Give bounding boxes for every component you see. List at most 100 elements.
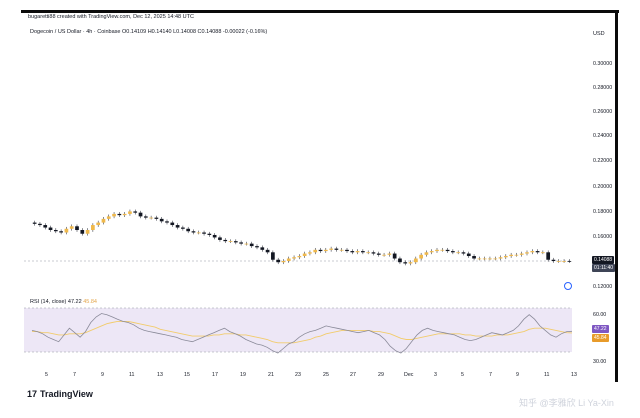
candle-down	[451, 251, 455, 253]
candle-down	[212, 234, 217, 238]
candle-down	[154, 217, 159, 219]
candle-up	[419, 254, 423, 259]
candle-down	[117, 213, 122, 216]
time-tick-label: 13	[571, 372, 577, 378]
candle-up	[355, 251, 360, 253]
candle-down	[271, 252, 275, 260]
candle-down	[249, 243, 254, 247]
candle-up	[424, 252, 429, 255]
candle-down	[392, 253, 397, 259]
candle-up	[493, 258, 498, 260]
price-tick: 0.26000	[593, 109, 613, 115]
price-tick: 0.22000	[593, 158, 613, 164]
candle-up	[562, 260, 566, 262]
time-tick-label: 5	[45, 372, 48, 378]
candle-down	[371, 252, 376, 254]
candle-up	[101, 218, 106, 223]
candle-up	[308, 252, 312, 254]
candle-down	[255, 246, 259, 248]
time-tick-label: 27	[350, 372, 356, 378]
candle-up	[498, 257, 503, 259]
right-border	[615, 10, 618, 382]
candle-up	[429, 251, 434, 253]
rsi-band	[24, 308, 572, 352]
candle-up	[85, 230, 90, 234]
time-tick-label: 7	[489, 372, 492, 378]
time-tick-label: 7	[73, 372, 76, 378]
time-tick-label: 21	[268, 372, 274, 378]
candle-up	[488, 258, 492, 260]
candle-up	[514, 254, 519, 256]
candle-down	[260, 247, 265, 250]
chart-credit: bugaretti88 created with TradingView.com…	[28, 14, 194, 20]
rsi-tick: 30.00	[593, 359, 607, 365]
time-tick-label: 9	[101, 372, 104, 378]
candle-up	[329, 248, 333, 250]
rsi-tick: 60.00	[593, 312, 607, 318]
tradingview-logo: 17 TradingView	[27, 389, 93, 399]
candle-down	[59, 231, 63, 233]
candle-down	[175, 225, 180, 228]
time-tick-label: 15	[184, 372, 190, 378]
candle-up	[64, 228, 69, 233]
candle-up	[440, 249, 445, 251]
candle-down	[461, 252, 466, 254]
time-tick-label: 9	[516, 372, 519, 378]
candle-down	[143, 216, 148, 218]
candle-down	[223, 239, 228, 242]
candle-up	[456, 252, 461, 254]
candle-up	[413, 258, 418, 263]
candle-down	[345, 249, 349, 252]
time-tick-label: 19	[240, 372, 246, 378]
candle-down	[48, 227, 53, 231]
candle-down	[75, 226, 79, 231]
countdown-tag: 01:11:40	[592, 264, 616, 272]
time-tick-label: 3	[434, 372, 437, 378]
candle-down	[181, 227, 185, 229]
candle-up	[228, 241, 233, 242]
candle-up	[297, 256, 302, 258]
candle-up	[106, 216, 111, 219]
candle-down	[80, 230, 85, 234]
rsi-chart[interactable]	[24, 296, 590, 366]
candle-down	[218, 237, 222, 240]
candle-up	[292, 257, 296, 259]
time-tick-label: 23	[295, 372, 301, 378]
candle-up	[482, 258, 487, 260]
candle-down	[165, 221, 169, 223]
rsi-line	[31, 313, 573, 354]
rsi-legend[interactable]: RSI (14, close) 47.22 45.84	[30, 299, 97, 305]
candle-up	[313, 249, 318, 253]
candle-down	[466, 253, 471, 257]
rsi-ma-value: 45.84	[83, 299, 97, 305]
candle-up	[286, 258, 291, 261]
candle-down	[38, 223, 42, 226]
candle-down	[535, 251, 540, 253]
rsi-value-tag: 47.22	[592, 325, 609, 333]
time-tick-label: 11	[129, 372, 135, 378]
price-chart[interactable]	[24, 22, 590, 296]
candle-down	[191, 231, 196, 233]
symbol-legend[interactable]: Dogecoin / US Dollar · 4h · Coinbase O0.…	[30, 29, 268, 35]
candle-down	[133, 211, 138, 213]
time-tick-label: Dec	[404, 372, 414, 378]
clock-icon[interactable]	[564, 282, 572, 290]
time-tick-label: 25	[323, 372, 329, 378]
candle-down	[207, 233, 212, 235]
candle-up	[382, 254, 386, 256]
price-tick: 0.24000	[593, 133, 613, 139]
time-tick-label: 17	[212, 372, 218, 378]
watermark: 知乎 @李雅欣 Li Ya-Xin	[519, 398, 614, 408]
candle-down	[551, 259, 556, 261]
candle-up	[122, 213, 127, 216]
candle-up	[96, 222, 101, 226]
candle-down	[186, 228, 191, 232]
candle-up	[503, 256, 508, 258]
candle-up	[91, 225, 95, 231]
tradingview-mark-icon: 17	[27, 389, 38, 399]
candle-down	[376, 253, 381, 255]
time-tick-label: 5	[461, 372, 464, 378]
candle-down	[239, 242, 243, 244]
candle-up	[69, 226, 74, 229]
currency-label[interactable]: USD	[593, 31, 605, 37]
